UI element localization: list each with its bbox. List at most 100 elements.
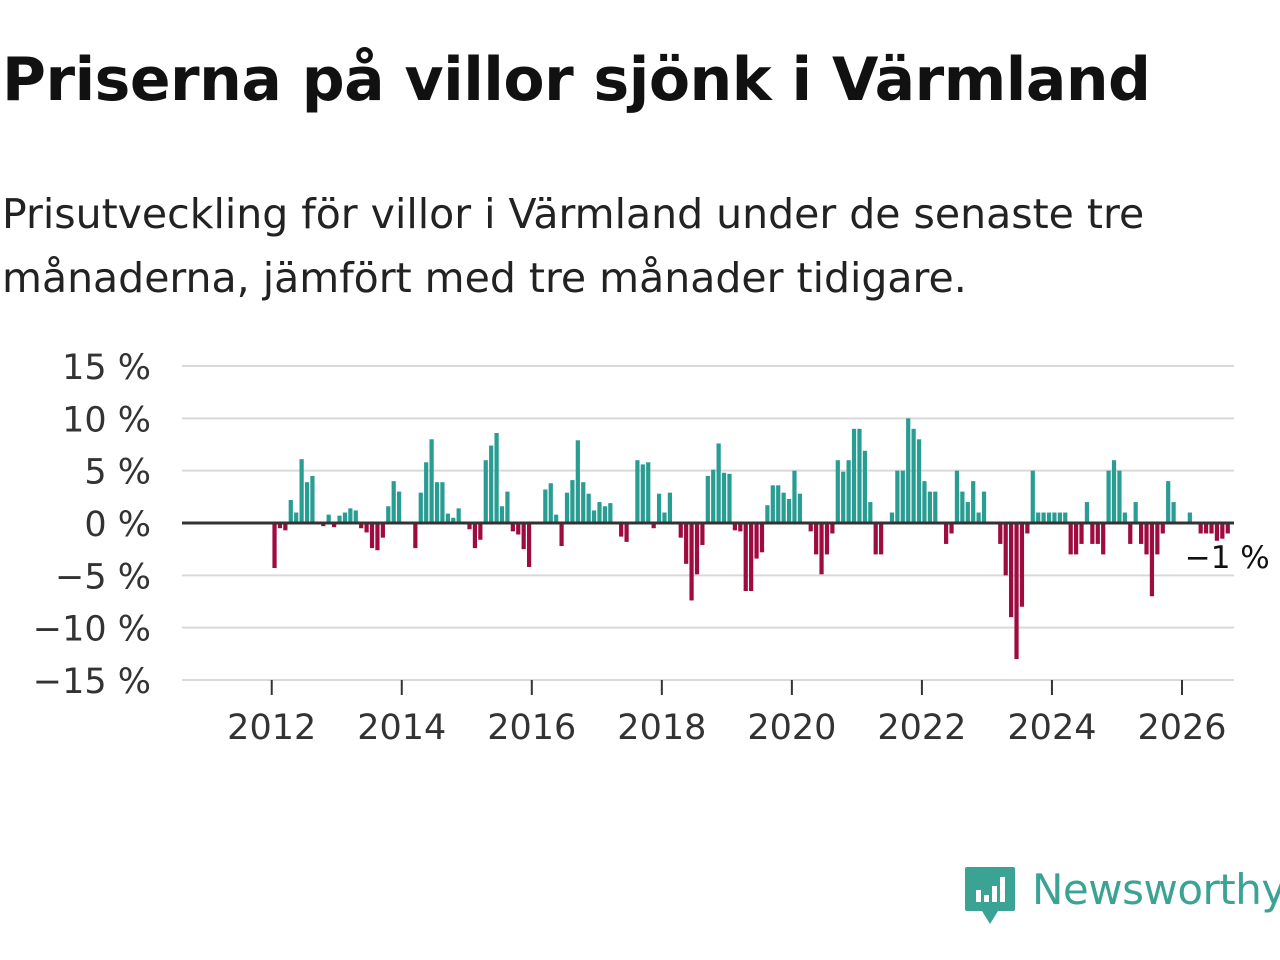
bar-negative <box>879 523 884 555</box>
bar-negative <box>830 523 835 534</box>
bar-negative <box>743 523 748 592</box>
bar-negative <box>1009 523 1014 618</box>
bar-positive <box>1084 502 1090 523</box>
x-axis-tick-labels: 2012 2014 2016 2018 2020 2022 2024 2026 <box>227 708 1226 748</box>
bar-positive <box>564 492 570 523</box>
bar-positive <box>591 510 597 523</box>
x-tick-label: 2024 <box>1007 708 1096 748</box>
bar-positive <box>954 470 960 523</box>
bar-negative <box>749 523 754 592</box>
bar-negative <box>359 523 364 529</box>
bar-negative <box>1203 523 1209 534</box>
bar-negative <box>375 523 380 551</box>
bar-negative <box>944 523 949 544</box>
bar-negative <box>759 523 765 553</box>
bar-positive <box>597 502 602 523</box>
bar-positive <box>781 492 786 523</box>
bar-positive <box>456 508 461 523</box>
bar-negative <box>678 523 683 538</box>
bar-positive <box>857 428 862 523</box>
bar-negative <box>332 523 337 528</box>
x-tick-label: 2018 <box>617 708 706 748</box>
bar-positive <box>570 480 575 523</box>
bar-negative <box>1074 523 1079 555</box>
bar-positive <box>483 460 488 523</box>
x-tick-label: 2026 <box>1137 708 1226 748</box>
bar-positive <box>705 475 710 523</box>
bar-positive <box>916 439 922 523</box>
bar-positive <box>906 418 911 523</box>
bar-positive <box>548 483 553 523</box>
bar-positive <box>1057 512 1062 523</box>
bar-positive <box>1111 460 1117 523</box>
y-tick-label: −5 % <box>55 557 151 597</box>
bar-negative <box>277 523 283 529</box>
bar-positive <box>288 499 293 523</box>
bar-positive <box>786 498 792 523</box>
x-tick-label: 2020 <box>747 708 836 748</box>
y-axis-tick-labels: 15 % 10 % 5 % 0 % −5 % −10 % −15 % <box>33 348 151 702</box>
bar-positive <box>499 506 505 523</box>
bar-positive <box>770 485 775 523</box>
bar-negative <box>824 523 830 555</box>
bar-negative <box>467 523 472 530</box>
bar-negative <box>651 523 656 529</box>
bar-negative <box>1079 523 1084 544</box>
bar-positive <box>353 510 358 523</box>
x-tick-label: 2012 <box>227 708 316 748</box>
bar-positive <box>765 505 770 523</box>
bar-negative <box>516 523 521 535</box>
bar-negative <box>364 523 369 533</box>
y-tick-label: −10 % <box>33 610 151 650</box>
last-value-annotation: −1 % <box>1185 540 1270 576</box>
bars <box>272 418 1230 660</box>
bar-positive <box>667 492 673 523</box>
x-tick-label: 2014 <box>357 708 446 748</box>
bar-positive <box>581 482 586 523</box>
bar-negative <box>949 523 954 534</box>
bar-positive <box>489 445 494 523</box>
brand-name: Newsworthy <box>1032 865 1280 914</box>
bar-positive <box>851 428 857 523</box>
bar-negative <box>1138 523 1144 544</box>
bar-negative <box>700 523 705 545</box>
bar-negative <box>1214 523 1220 541</box>
bar-positive <box>1171 502 1176 523</box>
bar-negative <box>369 523 375 549</box>
bar-positive <box>418 492 423 523</box>
bar-positive <box>1133 502 1138 523</box>
bar-positive <box>429 439 434 523</box>
bar-positive <box>348 508 353 523</box>
bar-positive <box>326 514 331 523</box>
gridlines <box>182 365 1234 681</box>
bar-positive <box>1117 470 1122 523</box>
x-tick-label: 2022 <box>877 708 966 748</box>
bar-positive <box>396 491 402 523</box>
bar-positive <box>310 475 315 523</box>
bar-negative <box>732 523 738 531</box>
bar-positive <box>337 515 342 523</box>
bar-positive <box>721 472 727 523</box>
bar-positive <box>1036 512 1041 523</box>
bar-positive <box>575 440 580 523</box>
bar-positive <box>727 473 732 523</box>
bar-positive <box>792 470 797 523</box>
y-tick-label: 10 % <box>62 400 151 440</box>
bar-positive <box>299 459 304 523</box>
bar-positive <box>960 491 965 523</box>
bar-negative <box>814 523 819 555</box>
bar-positive <box>922 481 927 523</box>
bar-negative <box>1128 523 1133 544</box>
bar-negative <box>624 523 629 542</box>
bar-positive <box>662 512 667 523</box>
bar-negative <box>413 523 418 549</box>
bar-positive <box>1052 512 1057 523</box>
bar-negative <box>1014 523 1019 660</box>
bar-negative <box>472 523 478 549</box>
bar-negative <box>1025 523 1030 534</box>
bar-negative <box>754 523 759 559</box>
chart-subtitle: Prisutveckling för villor i Värmland und… <box>2 190 1145 302</box>
bar-positive <box>505 491 510 523</box>
bar-positive <box>586 493 591 523</box>
bar-positive <box>543 489 548 523</box>
